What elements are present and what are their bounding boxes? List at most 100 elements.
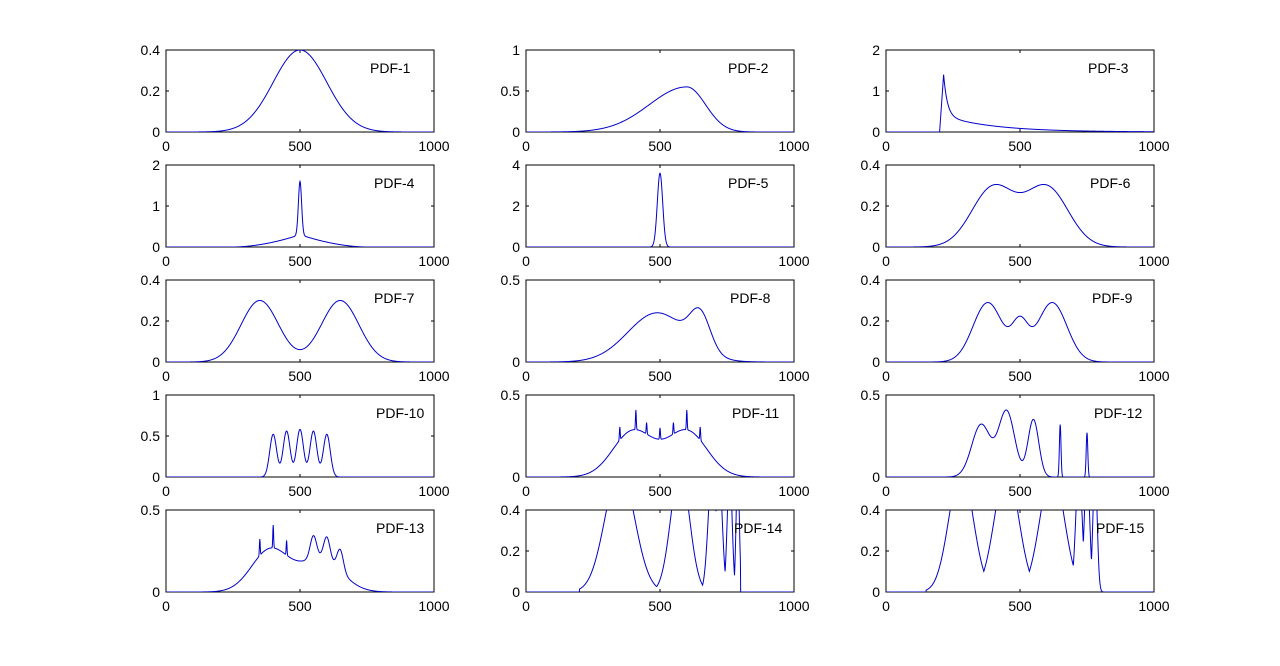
y-tick-label: 0.2 <box>141 313 161 329</box>
y-tick-label: 1 <box>872 83 880 99</box>
pdf-curve <box>886 302 1154 362</box>
subplot-4: 0 500 1000 0 1 2 PDF-4 <box>152 157 450 269</box>
y-tick-label: 0.5 <box>141 502 161 518</box>
y-tick-label: 0.4 <box>861 272 881 288</box>
y-tick-label: 0.4 <box>501 502 521 518</box>
x-tick-label: 1000 <box>418 138 449 154</box>
pdf-curve <box>886 74 1154 132</box>
x-tick-label: 0 <box>162 368 170 384</box>
y-tick-label: 0.5 <box>501 83 521 99</box>
y-tick-label: 0.2 <box>861 313 881 329</box>
x-tick-label: 1000 <box>1138 598 1169 614</box>
pdf-curve <box>166 428 434 477</box>
y-tick-label: 0.5 <box>501 387 521 403</box>
y-tick-label: 0.4 <box>861 157 881 173</box>
x-tick-label: 0 <box>882 598 890 614</box>
panel-label: PDF-14 <box>734 520 782 536</box>
panel-label: PDF-3 <box>1088 60 1129 76</box>
panel-label: PDF-15 <box>1096 520 1144 536</box>
x-tick-label: 1000 <box>778 253 809 269</box>
panel-label: PDF-9 <box>1092 290 1133 306</box>
panel-label: PDF-8 <box>730 290 771 306</box>
x-tick-label: 0 <box>882 138 890 154</box>
x-tick-label: 0 <box>522 253 530 269</box>
y-tick-label: 0 <box>872 584 880 600</box>
y-tick-label: 2 <box>152 157 160 173</box>
pdf-curve <box>526 86 794 132</box>
y-tick-label: 0.4 <box>141 272 161 288</box>
pdf-curve <box>886 183 1154 247</box>
subplot-9: 0 500 1000 0 0.2 0.4 PDF-9 <box>861 272 1170 384</box>
x-tick-label: 500 <box>1008 138 1032 154</box>
y-tick-label: 4 <box>512 157 520 173</box>
y-tick-label: 0 <box>152 469 160 485</box>
x-tick-label: 0 <box>522 368 530 384</box>
y-tick-label: 0 <box>512 124 520 140</box>
x-tick-label: 1000 <box>418 368 449 384</box>
y-tick-label: 0.2 <box>861 198 881 214</box>
x-tick-label: 1000 <box>418 253 449 269</box>
y-tick-label: 1 <box>152 387 160 403</box>
x-tick-label: 0 <box>162 253 170 269</box>
y-tick-label: 0 <box>872 354 880 370</box>
pdf-curve <box>526 172 794 247</box>
y-tick-label: 1 <box>512 42 520 58</box>
pdf-curve <box>526 409 794 477</box>
panel-label: PDF-6 <box>1090 175 1131 191</box>
x-tick-label: 1000 <box>778 598 809 614</box>
panel-label: PDF-11 <box>732 405 779 421</box>
x-tick-label: 500 <box>648 368 672 384</box>
panel-label: PDF-2 <box>728 60 769 76</box>
subplot-7: 0 500 1000 0 0.2 0.4 PDF-7 <box>141 272 450 384</box>
panel-label: PDF-13 <box>376 520 424 536</box>
x-tick-label: 500 <box>1008 483 1032 499</box>
x-tick-label: 0 <box>162 598 170 614</box>
y-tick-label: 0 <box>152 239 160 255</box>
subplot-10: 0 500 1000 0 0.5 1 PDF-10 <box>141 387 450 499</box>
x-tick-label: 0 <box>882 483 890 499</box>
subplot-2: 0 500 1000 0 0.5 1 PDF-2 <box>501 42 810 154</box>
x-tick-label: 1000 <box>1138 253 1169 269</box>
y-tick-label: 0.2 <box>861 543 881 559</box>
panel-label: PDF-5 <box>728 175 769 191</box>
x-tick-label: 1000 <box>418 483 449 499</box>
y-tick-label: 0.4 <box>141 42 161 58</box>
y-tick-label: 0 <box>512 469 520 485</box>
panel-label: PDF-7 <box>374 290 415 306</box>
subplot-3: 0 500 1000 0 1 2 PDF-3 <box>872 42 1170 154</box>
subplot-6: 0 500 1000 0 0.2 0.4 PDF-6 <box>861 157 1170 269</box>
pdf-curve <box>526 510 794 592</box>
y-tick-label: 0.5 <box>501 272 521 288</box>
y-tick-label: 0.2 <box>501 543 521 559</box>
x-tick-label: 0 <box>882 253 890 269</box>
x-tick-label: 1000 <box>1138 483 1169 499</box>
pdf-curve <box>886 510 1154 592</box>
y-tick-label: 2 <box>872 42 880 58</box>
x-tick-label: 500 <box>288 368 312 384</box>
subplot-1: 0 500 1000 0 0.2 0.4 PDF-1 <box>141 42 450 154</box>
panel-label: PDF-4 <box>374 175 415 191</box>
x-tick-label: 500 <box>1008 253 1032 269</box>
y-tick-label: 0 <box>512 354 520 370</box>
pdf-curve <box>166 179 434 247</box>
x-tick-label: 500 <box>648 138 672 154</box>
panel-label: PDF-1 <box>370 60 411 76</box>
subplot-12: 0 500 1000 0 0.5 PDF-12 <box>861 387 1170 499</box>
pdf-curve <box>166 50 434 132</box>
x-tick-label: 0 <box>522 483 530 499</box>
subplot-14: 0 500 1000 0 0.2 0.4 PDF-14 <box>501 502 810 614</box>
x-tick-label: 500 <box>648 253 672 269</box>
pdf-curve <box>166 299 434 362</box>
y-tick-label: 0.5 <box>141 428 161 444</box>
panel-label: PDF-10 <box>376 405 424 421</box>
pdf-curve <box>166 524 434 592</box>
y-tick-label: 0 <box>872 239 880 255</box>
x-tick-label: 500 <box>288 598 312 614</box>
y-tick-label: 0 <box>152 354 160 370</box>
y-tick-label: 0 <box>512 584 520 600</box>
x-tick-label: 1000 <box>778 483 809 499</box>
y-tick-label: 1 <box>152 198 160 214</box>
y-tick-label: 0 <box>872 124 880 140</box>
y-tick-label: 0.2 <box>141 83 161 99</box>
